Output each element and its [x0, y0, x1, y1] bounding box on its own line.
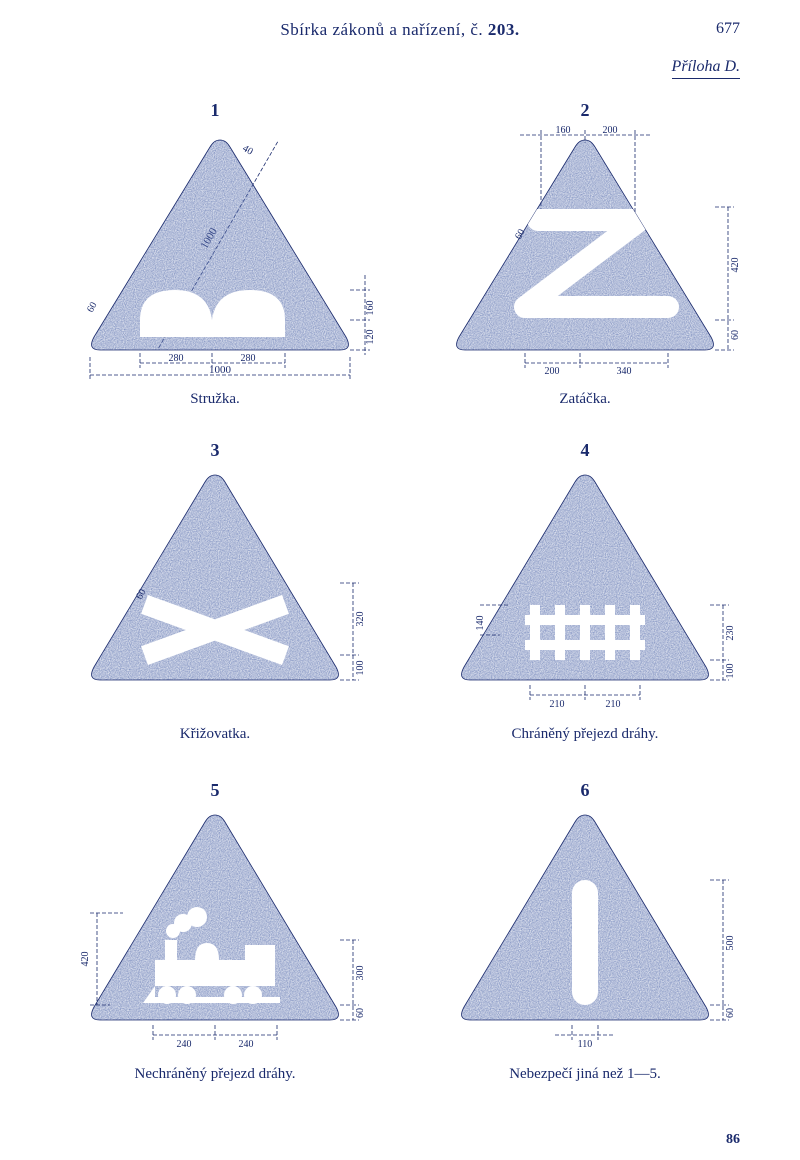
- dim-bl: 200: [545, 366, 560, 377]
- dim-rg: 60: [730, 330, 741, 340]
- sign-number-6: 6: [581, 780, 590, 801]
- sign-number-2: 2: [581, 100, 590, 121]
- dim-b2: 280: [241, 353, 256, 364]
- signs-grid: 1 1000 60: [40, 100, 760, 1110]
- dim-corner-r: 40: [241, 143, 255, 158]
- sign-caption-1: Stružka.: [190, 391, 240, 408]
- sign-cell-1: 1 1000 60: [40, 100, 390, 430]
- page-header: Sbírka zákonů a nařízení, č. 203.: [40, 20, 760, 40]
- dim-br: 340: [617, 366, 632, 377]
- sign-number-3: 3: [211, 440, 220, 461]
- dim-br: 210: [606, 699, 621, 710]
- dim-r2: 120: [365, 330, 376, 345]
- dim-bw: 110: [578, 1039, 593, 1050]
- dim-r1: 230: [725, 626, 736, 641]
- dim-r1: 320: [355, 612, 366, 627]
- sign-cell-3: 3: [40, 440, 390, 770]
- dim-r2: 60: [725, 1008, 736, 1018]
- header-prefix: Sbírka zákonů a nařízení, č.: [280, 20, 483, 39]
- document-page: Sbírka zákonů a nařízení, č. 203. 677 Př…: [0, 0, 800, 1160]
- dim-br: 240: [239, 1039, 254, 1050]
- dim-bl: 240: [177, 1039, 192, 1050]
- sign-number-5: 5: [211, 780, 220, 801]
- dim-left-gap: 60: [85, 300, 100, 314]
- sign-cell-6: 6: [410, 780, 760, 1110]
- sign-number-1: 1: [211, 100, 220, 121]
- dim-lh: 420: [80, 952, 91, 967]
- sign-caption-3: Křižovatka.: [180, 726, 250, 743]
- dim-top-l: 160: [556, 125, 571, 136]
- sign-svg-2: 160 200 60 420 60: [420, 125, 750, 385]
- sign-cell-2: 2 160 200: [410, 100, 760, 430]
- dim-r2: 60: [355, 1008, 366, 1018]
- sign-svg-6: 500 60 110: [425, 805, 745, 1060]
- appendix-label: Příloha D.: [672, 58, 740, 79]
- dim-r1: 300: [355, 966, 366, 981]
- dim-bl: 210: [550, 699, 565, 710]
- sign-svg-3: 60 320 100: [55, 465, 375, 720]
- dim-r1: 160: [365, 301, 376, 316]
- sign-svg-4: 140 230 100 210 210: [425, 465, 745, 720]
- dim-lh: 140: [475, 616, 486, 631]
- sign-number-4: 4: [581, 440, 590, 461]
- sign-caption-6: Nebezpečí jiná než 1—5.: [509, 1066, 661, 1083]
- header-law-number: 203.: [488, 20, 520, 39]
- dim-r2: 100: [355, 661, 366, 676]
- sign-svg-1: 1000 60 40 160 120: [50, 125, 380, 385]
- dim-r2: 100: [725, 664, 736, 679]
- sign-caption-5: Nechráněný přejezd dráhy.: [134, 1066, 295, 1083]
- sign-caption-4: Chráněný přejezd dráhy.: [512, 726, 659, 743]
- dim-r1: 500: [725, 936, 736, 951]
- footer-number: 86: [726, 1132, 740, 1148]
- sign-cell-5: 5: [40, 780, 390, 1110]
- dim-rh: 420: [730, 258, 741, 273]
- dim-base: 1000: [209, 364, 232, 376]
- sign-caption-2: Zatáčka.: [559, 391, 610, 408]
- sign-cell-4: 4: [410, 440, 760, 770]
- dim-b1: 280: [169, 353, 184, 364]
- page-number: 677: [716, 20, 740, 38]
- dim-top-r: 200: [603, 125, 618, 136]
- sign-svg-5: 420 300 60 240 240: [55, 805, 375, 1060]
